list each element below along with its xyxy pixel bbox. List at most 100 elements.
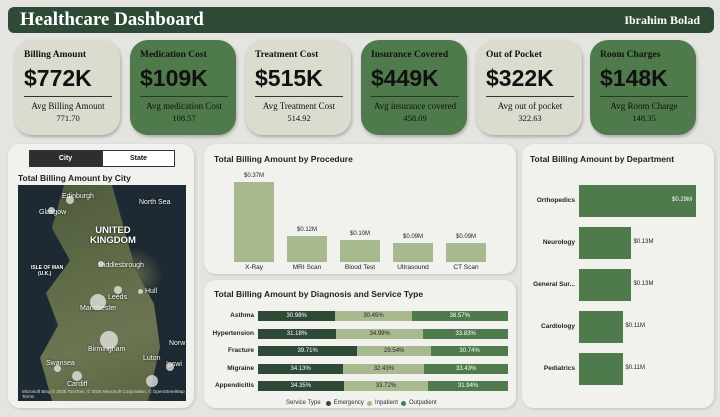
map-bubble[interactable] [98, 261, 104, 267]
department-bar[interactable] [579, 353, 624, 385]
procedure-bar[interactable] [393, 242, 433, 262]
kpi-label: Treatment Cost [255, 50, 319, 60]
city-map[interactable]: Edinburgh Glasgow North Sea UNITEDKINGDO… [18, 185, 186, 401]
procedure-bar[interactable] [287, 236, 327, 262]
legend-item-emergency[interactable]: Emergency [333, 400, 364, 406]
map-bubble[interactable] [54, 365, 61, 372]
kpi-card[interactable]: Room Charges $148K Avg Room Charge 148.35 [590, 40, 696, 135]
city-toggle-button[interactable]: City [29, 150, 102, 167]
diagnosis-segment-emergency[interactable]: 34.35% [258, 381, 344, 391]
legend-item-inpatient[interactable]: Inpatient [374, 400, 398, 406]
map-bubble[interactable] [90, 294, 106, 310]
kpi-value: $449K [371, 65, 459, 97]
map-bubble[interactable] [48, 207, 55, 214]
department-category-label: Neurology [542, 239, 575, 246]
map-country-label: UNITED KINGDOM [90, 225, 136, 246]
map-bubble[interactable] [100, 331, 118, 349]
department-bar[interactable] [579, 311, 624, 343]
kpi-sub-label: Avg medication Cost [146, 101, 222, 111]
legend-swatch-inpatient [366, 400, 372, 406]
page-title: Healthcare Dashboard [20, 9, 204, 30]
procedure-bar[interactable] [234, 182, 274, 262]
kpi-value: $515K [255, 65, 343, 97]
department-bar[interactable] [579, 185, 696, 217]
kpi-average: 148.35 [632, 113, 656, 123]
map-label: Luton [143, 355, 161, 362]
diagnosis-segment-inpatient[interactable]: 30.45% [335, 311, 412, 321]
kpi-average: 771.70 [56, 113, 80, 123]
map-copyright: Microsoft Bing © 2025 TomTom, © 2025 Mic… [22, 389, 185, 399]
kpi-label: Insurance Covered [371, 50, 449, 60]
procedure-category-label: CT Scan [453, 264, 479, 271]
kpi-label: Out of Pocket [486, 50, 542, 60]
diagnosis-segment-emergency[interactable]: 30.98% [258, 311, 336, 321]
map-bubble[interactable] [138, 289, 143, 294]
procedure-data-label: $0.09M [455, 233, 476, 240]
procedure-data-label: $0.37M [243, 173, 264, 179]
department-chart-title: Total Billing Amount by Department [530, 154, 675, 164]
kpi-card[interactable]: Treatment Cost $515K Avg Treatment Cost 514… [245, 40, 351, 135]
kpi-average: 458.09 [403, 113, 427, 123]
procedure-bar[interactable] [446, 242, 486, 262]
department-category-label: Pediatrics [543, 365, 575, 372]
department-data-label: $0.29M [672, 197, 693, 203]
map-bubble[interactable] [146, 375, 158, 387]
map-bubble[interactable] [72, 371, 82, 381]
kpi-label: Room Charges [600, 50, 661, 60]
map-label: Norw [169, 340, 186, 347]
procedure-data-label: $0.10M [349, 231, 370, 238]
diagnosis-category-label: Migraine [227, 364, 254, 372]
kpi-card[interactable]: Billing Amount $772K Avg Billing Amount 771… [14, 40, 120, 135]
kpi-card[interactable]: Insurance Covered $449K Avg insurance cove… [361, 40, 467, 135]
department-category-label: General Sur... [533, 281, 575, 288]
kpi-average: 322.63 [518, 113, 542, 123]
diagnosis-category-label: Asthma [230, 312, 254, 319]
kpi-value: $148K [600, 65, 688, 97]
diagnosis-segment-inpatient[interactable]: 32.43% [343, 363, 425, 374]
kpi-card[interactable]: Medication Cost $109K Avg medication Cost 1… [130, 40, 236, 135]
diagnosis-segment-outpatient[interactable]: 33.83% [423, 328, 508, 339]
map-label: Hull [145, 288, 158, 295]
department-bar[interactable] [579, 269, 632, 301]
diagnosis-segment-outpatient[interactable]: 38.57% [411, 311, 508, 321]
department-data-label: $0.13M [633, 281, 654, 287]
kpi-sub-label: Avg Room Charge [610, 101, 678, 111]
diagnosis-category-label: Hypertension [212, 329, 254, 337]
procedure-data-label: $0.09M [402, 233, 423, 240]
map-title: Total Billing Amount by City [18, 173, 131, 183]
diagnosis-segment-emergency[interactable]: 31.18% [258, 328, 336, 339]
procedure-bar[interactable] [340, 240, 380, 262]
map-bubble[interactable] [114, 286, 122, 294]
kpi-average: 514.92 [287, 113, 311, 123]
department-data-label: $0.11M [625, 323, 645, 329]
diagnosis-segment-inpatient[interactable]: 29.54% [357, 346, 432, 356]
diagnosis-segment-emergency[interactable]: 34.13% [258, 363, 344, 374]
diagnosis-category-label: Fracture [227, 347, 254, 354]
map-bubble[interactable] [66, 196, 74, 204]
diagnosis-segment-outpatient[interactable]: 31.94% [428, 381, 508, 391]
map-label: Leeds [108, 294, 128, 301]
kpi-sub-label: Avg Treatment Cost [262, 101, 336, 111]
state-toggle-button[interactable]: State [102, 150, 175, 167]
kpi-sub-label: Avg Billing Amount [31, 101, 105, 111]
procedure-category-label: X-Ray [244, 264, 264, 271]
map-label: Edinburgh [62, 193, 94, 200]
diagnosis-legend: Service Type Emergency Inpatient Outpati… [286, 400, 437, 406]
diagnosis-segment-emergency[interactable]: 39.71% [258, 346, 358, 356]
kpi-sub-label: Avg out of pocket [497, 101, 563, 111]
map-bubble[interactable] [166, 363, 174, 371]
map-label: Birmingham [88, 346, 126, 353]
diagnosis-segment-inpatient[interactable]: 33.72% [343, 381, 429, 391]
kpi-card[interactable]: Out of Pocket $322K Avg out of pocket 322.6… [476, 40, 582, 135]
procedure-category-label: MRI Scan [292, 264, 322, 271]
diagnosis-segment-outpatient[interactable]: 30.74% [431, 346, 508, 356]
author-name: Ibrahim Bolad [624, 12, 700, 27]
diagnosis-segment-inpatient[interactable]: 34.99% [335, 328, 424, 339]
kpi-value: $772K [24, 65, 112, 97]
legend-item-outpatient[interactable]: Outpatient [408, 400, 437, 406]
map-label: North Sea [139, 199, 171, 206]
department-bar[interactable] [579, 227, 632, 259]
diagnosis-segment-outpatient[interactable]: 33.43% [424, 363, 508, 374]
kpi-label: Billing Amount [24, 50, 87, 60]
kpi-value: $322K [486, 65, 574, 97]
